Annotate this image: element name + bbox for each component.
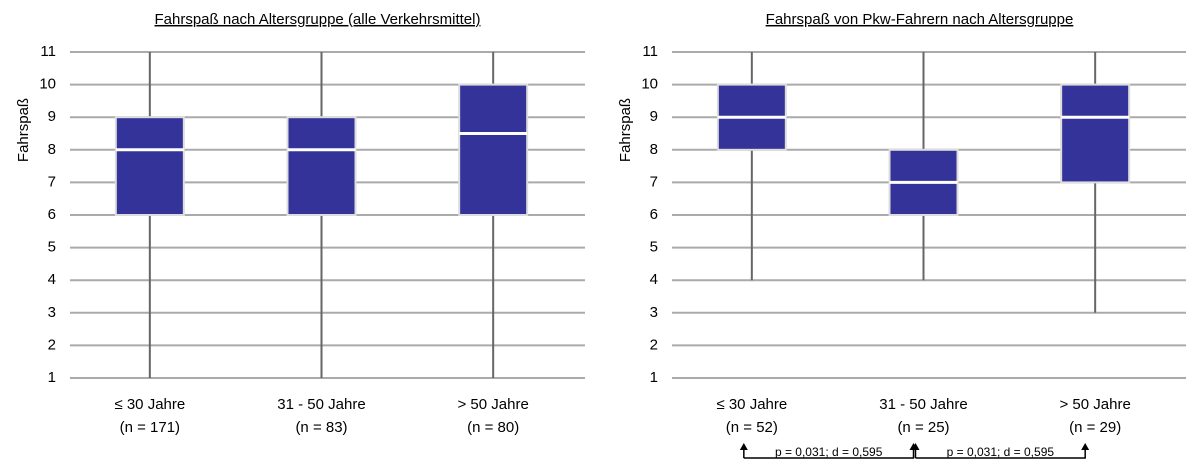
y-tick-label: 2 — [48, 336, 56, 353]
annotation: p = 0,031; d = 0,595 — [947, 445, 1055, 459]
x-tick-note: (n = 29) — [1069, 419, 1121, 436]
y-tick-label: 7 — [48, 173, 56, 190]
y-tick-label: 10 — [39, 76, 56, 93]
x-tick-note: (n = 80) — [467, 419, 519, 436]
x-tick-note: (n = 25) — [897, 419, 949, 436]
y-tick-label: 7 — [650, 173, 658, 190]
y-tick-label: 11 — [642, 43, 658, 60]
box — [286, 116, 357, 216]
y-tick-label: 6 — [48, 206, 56, 223]
y-tick-label: 11 — [40, 43, 56, 60]
x-tick-label: 31 - 50 Jahre — [879, 396, 967, 413]
y-tick-label: 9 — [650, 108, 658, 125]
x-tick-note: (n = 171) — [120, 419, 180, 436]
box — [1060, 83, 1131, 184]
x-tick-label: ≤ 30 Jahre — [114, 396, 185, 413]
chart-title: Fahrspaß von Pkw-Fahrern nach Altersgrup… — [766, 11, 1074, 28]
y-axis-label: Fahrspaß — [617, 98, 634, 162]
x-tick-note: (n = 83) — [295, 419, 347, 436]
y-tick-label: 5 — [48, 239, 56, 256]
y-axis-label: Fahrspaß — [15, 98, 32, 162]
x-tick-note: (n = 52) — [726, 419, 778, 436]
x-tick-label: > 50 Jahre — [458, 396, 529, 413]
y-tick-label: 4 — [650, 271, 658, 288]
x-tick-label: ≤ 30 Jahre — [716, 396, 787, 413]
y-tick-label: 2 — [650, 336, 658, 353]
y-tick-label: 3 — [48, 304, 56, 321]
y-tick-label: 9 — [48, 108, 56, 125]
y-tick-label: 3 — [650, 304, 658, 321]
y-tick-label: 10 — [641, 76, 658, 93]
box — [114, 116, 185, 216]
y-tick-label: 1 — [48, 369, 56, 386]
y-tick-label: 4 — [48, 271, 56, 288]
chart-title: Fahrspaß nach Altersgruppe (alle Verkehr… — [155, 11, 481, 28]
arrowhead — [911, 443, 920, 450]
x-tick-label: > 50 Jahre — [1060, 396, 1131, 413]
annotation: p = 0,031; d = 0,595 — [775, 445, 883, 459]
arrowhead — [1081, 443, 1090, 450]
x-tick-label: 31 - 50 Jahre — [277, 396, 365, 413]
y-tick-label: 1 — [650, 369, 658, 386]
y-tick-label: 6 — [650, 206, 658, 223]
y-tick-label: 8 — [48, 141, 56, 158]
y-tick-label: 5 — [650, 239, 658, 256]
arrowhead — [739, 443, 748, 450]
y-tick-label: 8 — [650, 141, 658, 158]
box — [458, 83, 529, 216]
